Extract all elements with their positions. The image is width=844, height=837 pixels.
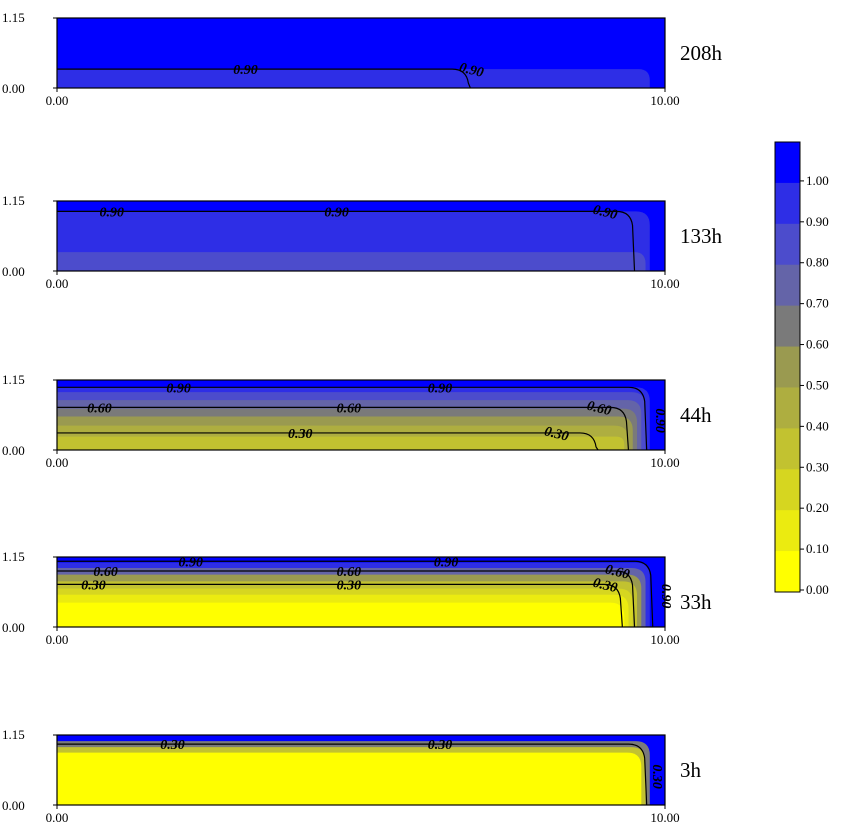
panel-frame bbox=[56, 556, 666, 628]
legend-label: 1.00 bbox=[806, 173, 829, 188]
contour-label: 0.30 bbox=[160, 738, 185, 753]
contour-line-0-90 bbox=[57, 68, 471, 89]
time-label: 208h bbox=[680, 41, 723, 65]
contour-label: 0.30 bbox=[337, 578, 362, 593]
contour-label: 0.30 bbox=[428, 738, 453, 753]
legend-swatch bbox=[775, 510, 800, 552]
legend-label: 0.50 bbox=[806, 377, 829, 392]
contour-label: 0.90 bbox=[99, 205, 124, 220]
y-tick-label: 1.15 bbox=[2, 193, 25, 208]
contour-line-0-60 bbox=[57, 406, 630, 451]
y-tick-label: 1.15 bbox=[2, 727, 25, 742]
contour-label: 0.60 bbox=[337, 565, 362, 580]
y-tick-label: 0.00 bbox=[2, 264, 25, 279]
contour-label: 0.60 bbox=[93, 565, 118, 580]
time-label: 44h bbox=[680, 403, 712, 427]
contour-panel-133h: 0.90 0.90 0.90 1.15 0.00 0.00 10.00 133h bbox=[2, 193, 723, 291]
contour-line-0-90 bbox=[57, 560, 654, 628]
contour-label: 0.90 bbox=[179, 555, 204, 570]
x-tick-label: 10.00 bbox=[650, 810, 679, 825]
color-scale-legend: 1.00 0.90 0.80 0.70 0.60 0.50 0.40 0.30 0.20 0.10… bbox=[774, 141, 829, 597]
band-0-00 bbox=[57, 752, 642, 805]
legend-swatch bbox=[775, 182, 800, 225]
y-tick-label: 0.00 bbox=[2, 81, 25, 96]
band-0-30 bbox=[57, 436, 625, 450]
contour-label: 0.90 bbox=[434, 555, 459, 570]
legend-swatch bbox=[775, 305, 800, 348]
contour-label: 0.90 bbox=[233, 63, 258, 78]
legend-swatch bbox=[775, 469, 800, 511]
x-tick-label: 10.00 bbox=[650, 632, 679, 647]
contour-label: 0.30 bbox=[81, 578, 106, 593]
contour-label-halo bbox=[639, 381, 673, 393]
time-label: 133h bbox=[680, 224, 723, 248]
contour-label: 0.60 bbox=[604, 562, 631, 582]
band-0-00 bbox=[57, 602, 625, 627]
legend-label: 0.90 bbox=[806, 214, 829, 229]
legend-swatch bbox=[775, 346, 800, 388]
legend-swatch bbox=[775, 142, 800, 184]
y-tick-label: 0.00 bbox=[2, 798, 25, 813]
x-tick-label: 10.00 bbox=[650, 276, 679, 291]
x-tick-label: 10.00 bbox=[650, 455, 679, 470]
contour-panel-33h: 0.90 0.900.900.60 0.60 0.600.30 0.30 0.301.15… bbox=[2, 549, 712, 647]
y-tick-label: 1.15 bbox=[2, 372, 25, 387]
x-tick-label: 0.00 bbox=[46, 810, 69, 825]
legend-frame bbox=[774, 141, 801, 593]
contour-line-0-90 bbox=[57, 386, 648, 451]
y-tick-label: 1.15 bbox=[2, 549, 25, 564]
legend-swatch bbox=[775, 223, 800, 266]
legend-label: 0.00 bbox=[806, 582, 829, 597]
legend-swatch bbox=[775, 264, 800, 307]
legend-label: 0.60 bbox=[806, 337, 829, 352]
legend-label: 0.20 bbox=[806, 500, 829, 515]
legend-label: 0.10 bbox=[806, 541, 829, 556]
contour-label: 0.30 bbox=[288, 427, 313, 442]
panel-frame bbox=[56, 200, 666, 272]
x-tick-label: 0.00 bbox=[46, 632, 69, 647]
band-0-80 bbox=[57, 252, 646, 271]
x-tick-label: 0.00 bbox=[46, 276, 69, 291]
legend-label: 0.80 bbox=[806, 255, 829, 270]
legend-label: 0.40 bbox=[806, 418, 829, 433]
contour-panel-44h: 0.90 0.90 0.90 0.60 0.60 0.60 0.30 0.30 1.15 0.00… bbox=[2, 372, 712, 470]
contour-panel-208h: 0.90 0.90 1.15 0.00 0.00 10.00 208h bbox=[2, 10, 723, 108]
contour-panel-3h: 0.30 0.30 0.30 1.15 0.00 0.00 10.00 3h bbox=[2, 727, 702, 825]
contour-label: 0.90 bbox=[324, 205, 349, 220]
legend-swatch bbox=[775, 551, 800, 593]
panel-frame bbox=[56, 734, 666, 806]
legend-swatch bbox=[775, 387, 800, 429]
legend-label: 0.30 bbox=[806, 459, 829, 474]
contour-line-0-30 bbox=[57, 583, 623, 628]
band-0-90 bbox=[57, 69, 650, 88]
contour-label: 0.90 bbox=[652, 408, 667, 433]
panel-frame bbox=[56, 17, 666, 89]
contour-label: 0.30 bbox=[591, 576, 618, 596]
contour-label: 0.90 bbox=[166, 381, 191, 396]
time-label: 33h bbox=[680, 590, 712, 614]
contour-line-0-30 bbox=[57, 743, 648, 806]
contour-label: 0.60 bbox=[87, 401, 112, 416]
contour-label: 0.90 bbox=[591, 203, 618, 223]
contour-line-0-30 bbox=[57, 432, 599, 451]
x-tick-label: 0.00 bbox=[46, 455, 69, 470]
panel-frame bbox=[56, 379, 666, 451]
x-tick-label: 0.00 bbox=[46, 93, 69, 108]
contour-line-0-60 bbox=[57, 570, 636, 628]
x-tick-label: 10.00 bbox=[650, 93, 679, 108]
contour-label: 0.60 bbox=[585, 399, 612, 419]
contour-line-0-90 bbox=[57, 210, 636, 272]
contour-label: 0.30 bbox=[649, 764, 664, 789]
legend-label: 0.70 bbox=[806, 296, 829, 311]
contour-label: 0.90 bbox=[428, 381, 453, 396]
contour-label: 0.30 bbox=[543, 424, 570, 444]
y-tick-label: 0.00 bbox=[2, 443, 25, 458]
contour-label: 0.60 bbox=[337, 401, 362, 416]
legend-swatch bbox=[775, 428, 800, 470]
y-tick-label: 1.15 bbox=[2, 10, 25, 25]
time-label: 3h bbox=[680, 758, 702, 782]
contour-label: 0.90 bbox=[458, 60, 485, 80]
y-tick-label: 0.00 bbox=[2, 620, 25, 635]
